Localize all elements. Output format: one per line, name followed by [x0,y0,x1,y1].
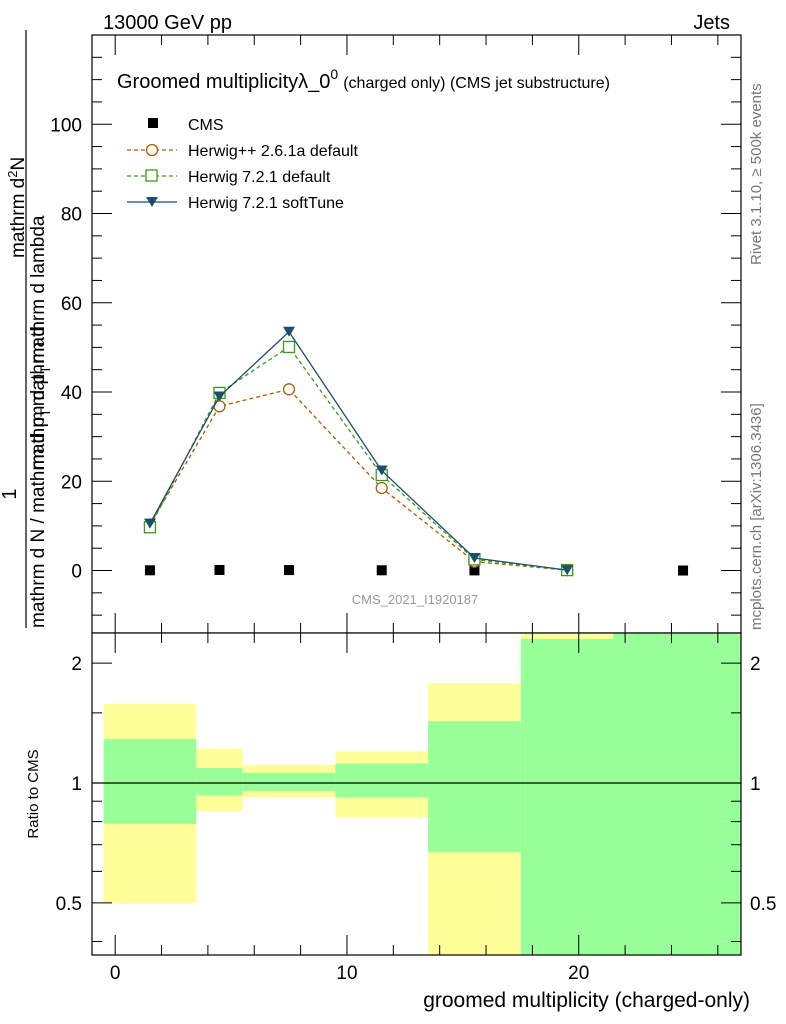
cms-data-point [284,565,295,576]
x-axis-label: groomed multiplicity (charged-only) [423,989,750,1012]
main-ytick-label: 60 [61,294,82,315]
series-line-3 [149,330,568,571]
ratio-plot-frame [91,632,742,956]
legend-cms-marker [148,118,158,128]
ratio-xtick-label: 10 [336,963,357,984]
ratio-band-green [520,638,614,955]
ratio-axis-ticks [92,633,741,955]
herwig-soft-data-point [213,391,226,402]
ratio-bands [103,633,741,955]
herwig-default-data-point [282,340,296,354]
main-ytick-label: 20 [61,472,82,493]
legend-herwig-soft-label: Herwig 7.2.1 softTune [188,195,344,212]
cms-data-point [678,565,689,576]
main-plot-frame [91,34,742,634]
ratio-ytick-label: 0.5 [56,894,82,915]
rivet-label: Rivet 3.1.10, ≥ 500k events [748,83,765,265]
ratio-ylabel: Ratio to CMS [25,749,42,838]
ratio-ytick-label-right: 2 [750,654,761,675]
ratio-ytick-label-right: 0.5 [750,894,776,915]
main-tick-labels: 0 20 40 60 80 100 [50,115,82,582]
ratio-band-green [335,763,429,798]
ylabel-denominator-2: mathrm d pTmathrm d lambda [28,215,53,470]
legend-herwigpp-label: Herwig++ 2.6.1a default [188,143,358,160]
legend: CMS Herwig++ 2.6.1a default Herwig 7.2.1… [127,117,358,212]
main-ytick-label: 40 [61,383,82,404]
ratio-band-green [103,738,197,824]
main-ylabel: 1 mathrm d N / mathrm d pTmathrm d [0,30,53,628]
ratio-band-green [613,633,741,955]
ratio-band-green [428,721,521,853]
legend-cms-label: CMS [188,117,224,134]
herwig-soft-data-point [375,465,388,476]
series-line-1 [149,388,568,571]
herwig-soft-data-point [468,553,481,564]
legend-herwig-default-label: Herwig 7.2.1 default [188,169,331,186]
series-line-2 [149,346,568,571]
cms-data-point [214,564,225,575]
cms-data-point [144,565,155,576]
herwigpp-data-point [375,481,388,495]
ratio-band-green [196,768,243,796]
main-ytick-label: 80 [61,205,82,226]
ratio-xtick-label: 0 [110,963,121,984]
cms-data-point [469,565,480,576]
herwig-soft-data-point [143,518,156,529]
process-label: Jets [693,12,730,34]
herwigpp-data-point [282,383,296,396]
ylabel-denominator: mathrm d N / mathrm d pTmathrm d [28,326,53,628]
analysis-watermark: CMS_2021_I1920187 [352,592,479,607]
main-axis-ticks [92,35,741,633]
main-ytick-label: 0 [71,562,82,583]
energy-label: 13000 GeV pp [103,12,232,34]
herwig-soft-data-point [561,565,574,576]
herwig-soft-data-point [283,326,296,337]
ratio-xtick-label: 20 [568,963,589,984]
chart-title: Groomed multiplicityλ_00(charged only) (… [117,66,610,93]
ratio-ytick-label: 1 [71,774,82,795]
legend-herwig-default-marker [145,169,158,182]
main-plot-panel: 0 20 40 60 80 100 Groomed multiplicityλ_… [50,34,742,634]
main-ytick-label: 100 [50,115,82,136]
main-ylabel-upper: mathrm d2N mathrm d pTmathrm d lambda [5,157,53,470]
ratio-band-green [242,772,336,791]
legend-herwig-soft-marker [146,197,158,207]
ylabel-numerator-one: 1 [0,488,21,499]
mcplots-label: mcplots.cern.ch [arXiv:1306.3436] [748,403,765,630]
cms-data-point [376,565,387,576]
main-data-layer [143,326,689,577]
ratio-plot-panel: 0.5 1 2 0.5 1 2 0 10 20 Ratio to CMS gro… [25,632,776,1012]
ratio-ytick-label-right: 1 [750,774,761,795]
legend-herwigpp-marker [145,143,159,157]
ylabel-numerator-dn: mathrm d2N [5,157,29,258]
ratio-ytick-label: 2 [71,654,82,675]
